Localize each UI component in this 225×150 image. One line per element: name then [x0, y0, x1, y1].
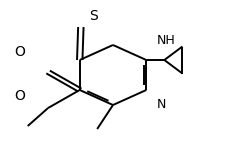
Text: S: S: [89, 9, 98, 23]
Text: NH: NH: [156, 34, 175, 47]
Text: O: O: [14, 89, 25, 103]
Text: N: N: [156, 98, 166, 111]
Text: O: O: [14, 45, 25, 60]
